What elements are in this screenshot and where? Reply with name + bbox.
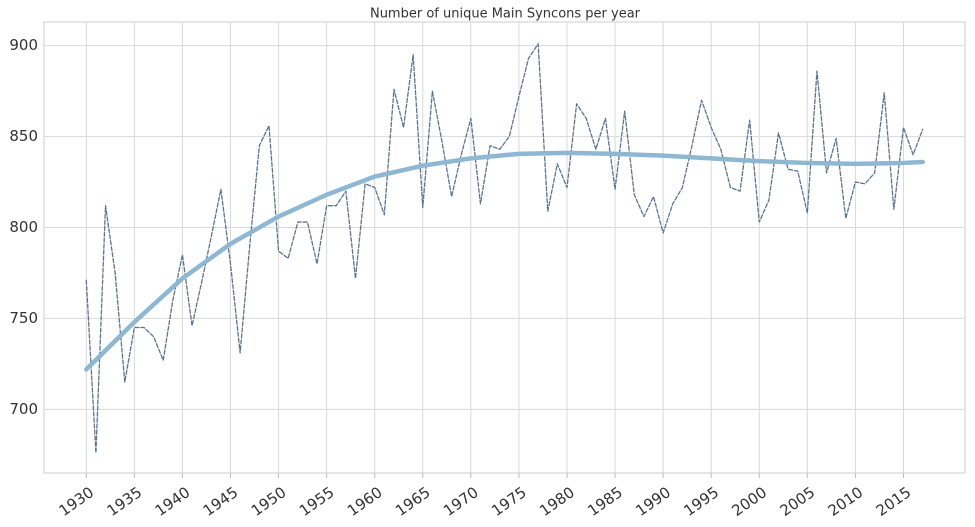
x-tick-label: 2000 bbox=[729, 483, 771, 520]
x-tick-label: 1970 bbox=[440, 483, 482, 520]
plot-area bbox=[43, 21, 966, 474]
y-tick-label: 800 bbox=[9, 218, 38, 236]
x-tick-label: 1950 bbox=[248, 483, 290, 520]
y-tick-label: 850 bbox=[9, 127, 38, 145]
y-tick-label: 700 bbox=[9, 400, 38, 418]
x-tick-label: 1945 bbox=[200, 483, 242, 520]
series-line bbox=[85, 43, 924, 454]
x-tick-label: 1960 bbox=[344, 483, 386, 520]
x-tick-label: 2015 bbox=[873, 483, 915, 520]
x-tick-label: 1990 bbox=[632, 483, 674, 520]
x-tick-label: 1955 bbox=[296, 483, 338, 520]
series-line bbox=[84, 150, 925, 372]
x-tick-label: 1985 bbox=[584, 483, 626, 520]
x-tick-label: 1995 bbox=[680, 483, 722, 520]
chart-title: Number of unique Main Syncons per year bbox=[370, 7, 641, 22]
x-tick-label: 1930 bbox=[56, 483, 98, 520]
y-tick-label: 750 bbox=[9, 309, 38, 327]
x-tick-label: 1980 bbox=[536, 483, 578, 520]
x-tick-label: 2010 bbox=[825, 483, 867, 520]
x-tick-label: 2005 bbox=[777, 483, 819, 520]
x-tick-label: 1975 bbox=[488, 483, 530, 520]
x-tick-label: 1935 bbox=[104, 483, 146, 520]
y-tick-label: 900 bbox=[9, 36, 38, 54]
x-tick-label: 1965 bbox=[392, 483, 434, 520]
x-tick-label: 1940 bbox=[152, 483, 194, 520]
